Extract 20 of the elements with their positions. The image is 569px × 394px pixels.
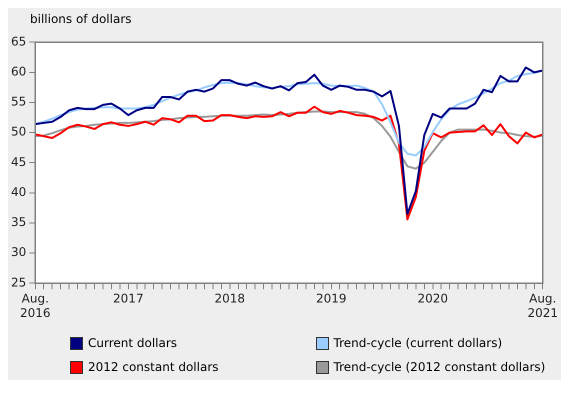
y-axis-title: billions of dollars	[29, 11, 133, 28]
y-tick-label: 45	[10, 154, 26, 169]
x-tick-label: Aug. 2021	[527, 292, 558, 320]
x-tick-label: Aug. 2016	[20, 292, 51, 320]
x-tick-label: 2020	[418, 292, 448, 306]
y-tick-label: 60	[10, 64, 26, 78]
y-tick-label: 65	[10, 34, 26, 48]
y-tick-label: 25	[10, 275, 26, 290]
y-tick-label: 35	[10, 215, 26, 230]
y-tick-label: 40	[10, 184, 26, 199]
legend-label: Trend-cycle (2012 constant dollars)	[334, 360, 546, 374]
x-tick-label: 2018	[214, 292, 246, 306]
x-tick-label: 2017	[113, 292, 144, 306]
x-tick-label: 2019	[316, 292, 347, 306]
legend-label: Current dollars	[88, 336, 178, 350]
y-tick-label: 55	[10, 94, 26, 109]
legend-label: Trend-cycle (current dollars)	[334, 336, 502, 350]
legend-label: 2012 constant dollars	[88, 360, 218, 374]
y-tick-label: 30	[10, 245, 26, 260]
y-tick-label: 50	[10, 124, 26, 139]
